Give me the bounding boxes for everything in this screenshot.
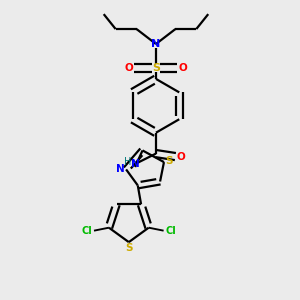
Text: N: N [131,159,140,169]
Text: Cl: Cl [166,226,176,236]
Text: H: H [124,157,131,166]
Text: O: O [125,63,134,73]
Text: N: N [151,39,160,49]
Text: Cl: Cl [81,226,92,236]
Text: S: S [166,156,173,166]
Text: S: S [125,243,133,253]
Text: O: O [177,152,186,162]
Text: S: S [152,63,160,73]
Text: N: N [116,164,125,174]
Text: O: O [178,63,187,73]
